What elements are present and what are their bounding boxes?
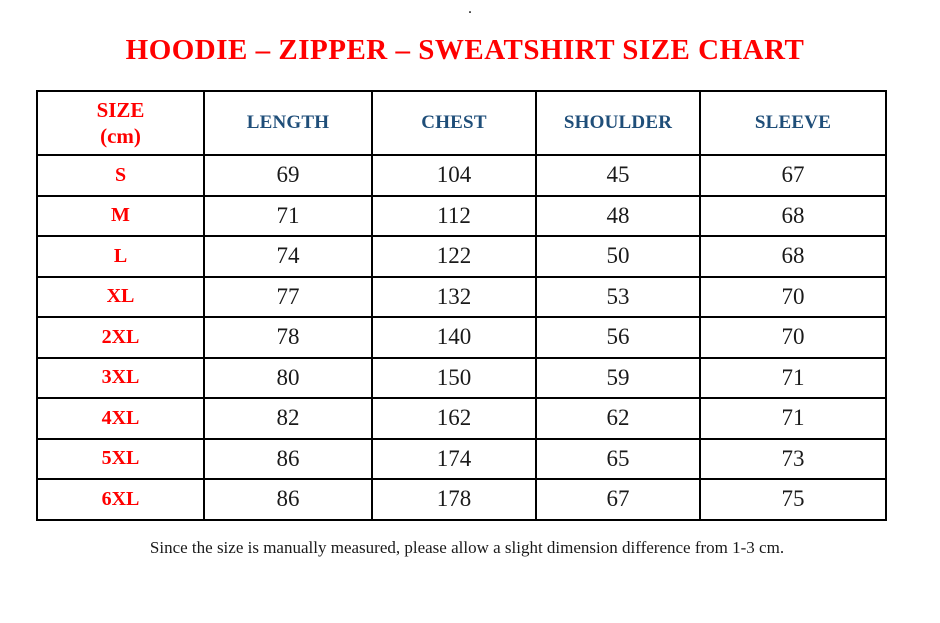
size-cell: 2XL — [36, 316, 205, 359]
size-cell: S — [36, 154, 205, 197]
length-cell: 82 — [203, 397, 373, 440]
length-cell: 69 — [203, 154, 373, 197]
table-row: 2XL 78 140 56 70 — [36, 316, 887, 359]
length-cell: 86 — [203, 437, 373, 480]
table-row: 3XL 80 150 59 71 — [36, 356, 887, 399]
chest-cell: 122 — [371, 235, 537, 278]
header-chest: CHEST — [371, 90, 537, 156]
size-cell: 6XL — [36, 478, 205, 521]
size-cell: XL — [36, 275, 205, 318]
size-cell: 3XL — [36, 356, 205, 399]
chest-cell: 112 — [371, 194, 537, 237]
size-cell: L — [36, 235, 205, 278]
size-cell: 5XL — [36, 437, 205, 480]
shoulder-cell: 50 — [535, 235, 701, 278]
shoulder-cell: 56 — [535, 316, 701, 359]
table-row: 6XL 86 178 67 75 — [36, 478, 887, 521]
shoulder-cell: 67 — [535, 478, 701, 521]
sleeve-cell: 71 — [699, 397, 887, 440]
header-size: SIZE (cm) — [36, 90, 205, 156]
shoulder-cell: 45 — [535, 154, 701, 197]
footer-note: Since the size is manually measured, ple… — [149, 538, 785, 557]
shoulder-cell: 59 — [535, 356, 701, 399]
table-row: M 71 112 48 68 — [36, 194, 887, 237]
table-row: 4XL 82 162 62 71 — [36, 397, 887, 440]
page-title: HOODIE – ZIPPER – SWEATSHIRT SIZE CHART — [125, 34, 805, 66]
shoulder-cell: 62 — [535, 397, 701, 440]
chest-cell: 104 — [371, 154, 537, 197]
table-row: L 74 122 50 68 — [36, 235, 887, 278]
length-cell: 74 — [203, 235, 373, 278]
table-row: S 69 104 45 67 — [36, 154, 887, 197]
size-chart-table: SIZE (cm) LENGTH CHEST SHOULDER SLEEVE S… — [36, 90, 887, 521]
size-cell: M — [36, 194, 205, 237]
header-sleeve: SLEEVE — [699, 90, 887, 156]
length-cell: 86 — [203, 478, 373, 521]
table-row: 5XL 86 174 65 73 — [36, 437, 887, 480]
header-shoulder: SHOULDER — [535, 90, 701, 156]
table-row: XL 77 132 53 70 — [36, 275, 887, 318]
chest-cell: 162 — [371, 397, 537, 440]
header-row: SIZE (cm) LENGTH CHEST SHOULDER SLEEVE — [36, 90, 887, 156]
sleeve-cell: 68 — [699, 235, 887, 278]
sleeve-cell: 73 — [699, 437, 887, 480]
length-cell: 77 — [203, 275, 373, 318]
shoulder-cell: 65 — [535, 437, 701, 480]
header-size-label: SIZE — [96, 98, 145, 122]
chest-cell: 150 — [371, 356, 537, 399]
length-cell: 71 — [203, 194, 373, 237]
shoulder-cell: 48 — [535, 194, 701, 237]
header-size-unit: (cm) — [100, 124, 141, 148]
top-dot: . — [468, 2, 472, 16]
sleeve-cell: 68 — [699, 194, 887, 237]
header-length: LENGTH — [203, 90, 373, 156]
shoulder-cell: 53 — [535, 275, 701, 318]
length-cell: 78 — [203, 316, 373, 359]
chest-cell: 140 — [371, 316, 537, 359]
chest-cell: 174 — [371, 437, 537, 480]
sleeve-cell: 71 — [699, 356, 887, 399]
sleeve-cell: 67 — [699, 154, 887, 197]
chest-cell: 178 — [371, 478, 537, 521]
sleeve-cell: 75 — [699, 478, 887, 521]
size-cell: 4XL — [36, 397, 205, 440]
chest-cell: 132 — [371, 275, 537, 318]
sleeve-cell: 70 — [699, 275, 887, 318]
sleeve-cell: 70 — [699, 316, 887, 359]
length-cell: 80 — [203, 356, 373, 399]
